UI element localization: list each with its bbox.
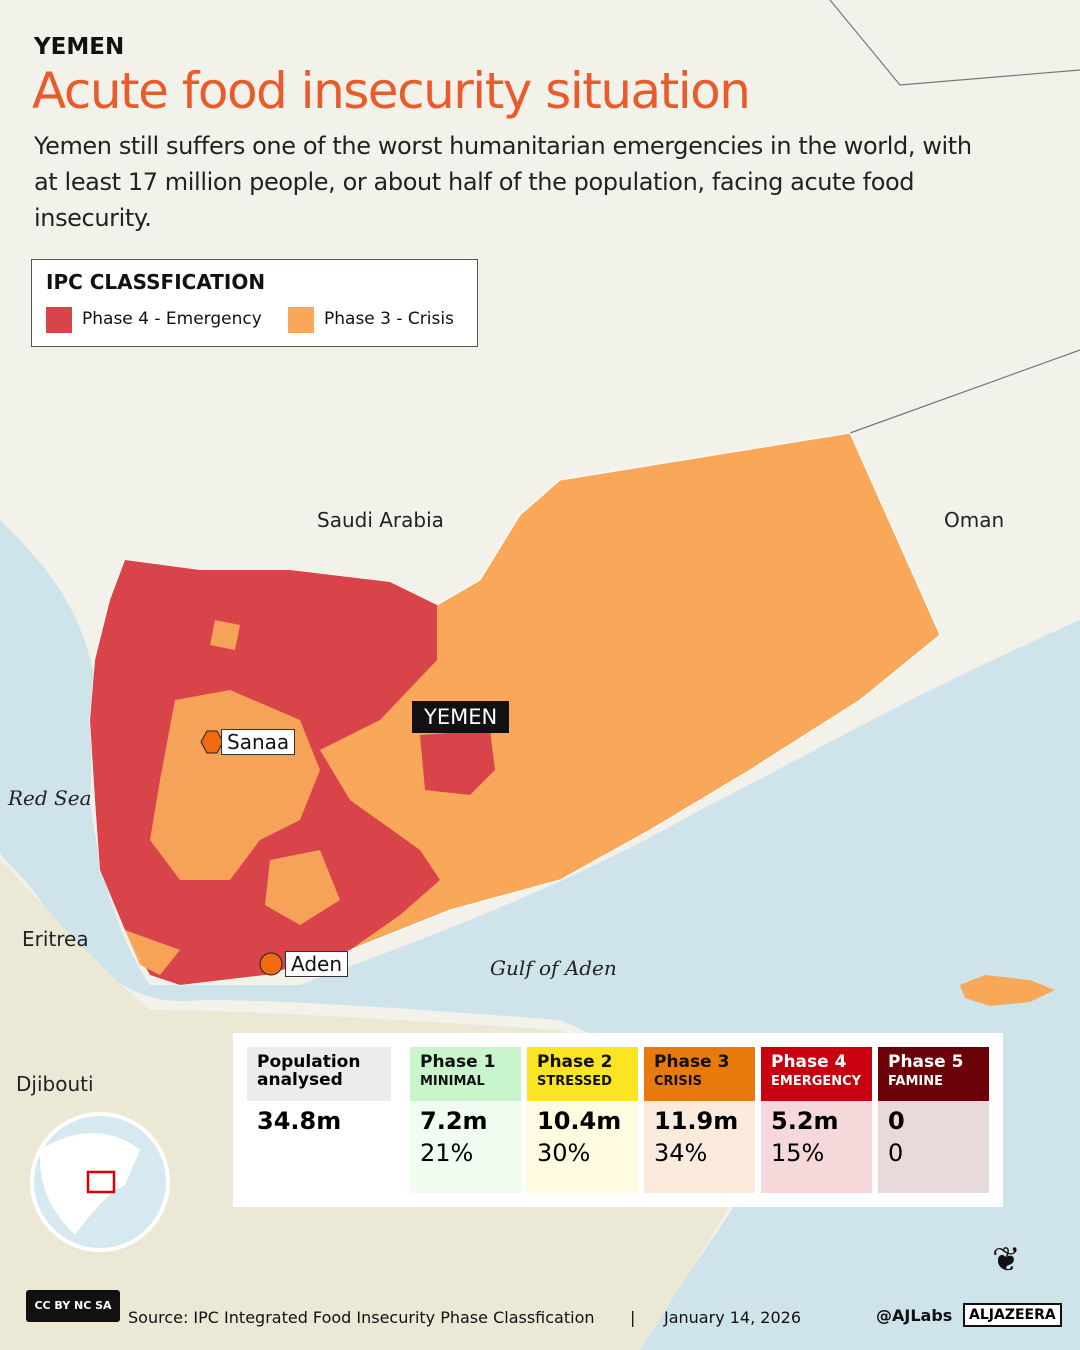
phase-sub: FAMINE [888,1074,943,1089]
subtitle: Yemen still suffers one of the worst hum… [34,132,972,232]
phase-name: Phase 1 [420,1052,496,1072]
label-saudi-arabia: Saudi Arabia [317,508,444,532]
label-red-sea: Red Sea [8,786,92,810]
socotra [960,975,1055,1006]
stats-phase-4: Phase 4 EMERGENCY 5.2m 15% [761,1047,872,1193]
phase-sub: EMERGENCY [771,1074,862,1089]
stats-phase-3: Phase 3 CRISIS 11.9m 34% [644,1047,755,1193]
phase-sub: MINIMAL [420,1074,485,1089]
phase-value: 11.9m [654,1107,739,1135]
phase-percent: 15% [771,1139,825,1167]
stats-population: Population analysed 34.8m [247,1047,391,1193]
date: January 14, 2026 [664,1308,801,1327]
legend-label-phase4: Phase 4 - Emergency [82,309,262,329]
yemen-label: YEMEN [412,701,510,733]
label-oman: Oman [944,508,1005,532]
phase-percent: 34% [654,1139,708,1167]
label-gulf-of-aden: Gulf of Aden [490,956,617,980]
phase-percent: 21% [420,1139,474,1167]
phase-value: 0 [888,1107,905,1135]
legend-label-phase3: Phase 3 - Crisis [324,309,454,329]
phase-value: 7.2m [420,1107,488,1135]
handle: @AJLabs [876,1306,953,1325]
aden-marker-icon [259,952,283,976]
phase-value: 5.2m [771,1107,839,1135]
phase-percent: 0 [888,1139,904,1167]
stats-phase-5: Phase 5 FAMINE 0 0 [878,1047,989,1193]
aljazeera-emblem-icon: ❦ [992,1240,1021,1280]
population-value: 34.8m [257,1107,342,1135]
globe-land [39,1133,140,1235]
phase-name: Phase 3 [654,1052,730,1072]
stats-phase-2: Phase 2 STRESSED 10.4m 30% [527,1047,638,1193]
globe-yemen-marker [86,1170,116,1194]
legend-swatch-phase3 [288,307,314,333]
legend-swatch-phase4 [46,307,72,333]
population-label: Population analysed [257,1052,361,1090]
phase-name: Phase 5 [888,1052,964,1072]
yemen-phase3-patches [125,620,340,975]
kicker: YEMEN [34,34,125,60]
city-aden: Aden [285,951,349,977]
footer: CC BY NC SA Source: IPC Integrated Food … [0,1240,1080,1340]
phase-name: Phase 2 [537,1052,613,1072]
phase-percent: 30% [537,1139,591,1167]
page-title: Acute food insecurity situation [32,62,751,120]
source: Source: IPC Integrated Food Insecurity P… [128,1308,595,1327]
stats-table: Population analysed 34.8m Phase 1 MINIMAL… [233,1033,1003,1207]
city-sanaa: Sanaa [221,729,296,755]
aljazeera-logo: ALJAZEERA [963,1303,1062,1327]
border-line [829,0,1080,434]
phase-sub: CRISIS [654,1074,702,1089]
legend: IPC CLASSFICATION Phase 4 - Emergency Ph… [31,259,478,347]
label-eritrea: Eritrea [22,927,89,951]
phase-name: Phase 4 [771,1052,847,1072]
phase-value: 10.4m [537,1107,622,1135]
cc-license-badge: CC BY NC SA [26,1290,120,1322]
legend-title: IPC CLASSFICATION [46,270,266,294]
yemen-phase4-patch [420,730,495,795]
label-djibouti: Djibouti [16,1072,94,1096]
phase-sub: STRESSED [537,1074,612,1089]
separator: | [630,1308,636,1327]
stats-phase-1: Phase 1 MINIMAL 7.2m 21% [410,1047,521,1193]
